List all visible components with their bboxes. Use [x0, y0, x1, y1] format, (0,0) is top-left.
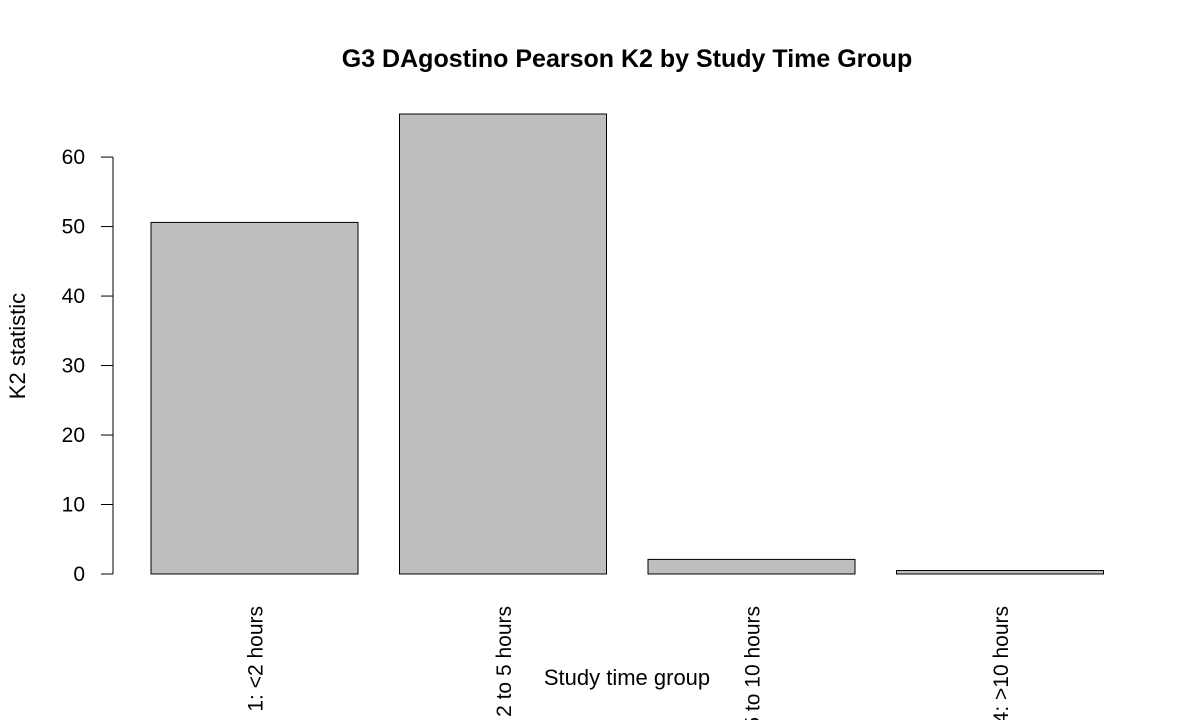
bar	[647, 558, 856, 575]
x-tick-label: 3: 5 to 10 hours	[742, 606, 765, 720]
y-tick-label: 0	[73, 563, 85, 586]
x-tick-label: 4: >10 hours	[990, 606, 1013, 720]
y-tick-label: 10	[62, 494, 85, 517]
chart-title: G3 DAgostino Pearson K2 by Study Time Gr…	[342, 45, 912, 73]
y-axis-title: K2 statistic	[5, 293, 30, 399]
x-tick-label: 2: 2 to 5 hours	[493, 606, 516, 720]
bar	[399, 113, 607, 575]
bar	[150, 221, 359, 575]
y-tick-label: 40	[62, 285, 85, 308]
y-axis: 0 10 20 30 40 50 60	[62, 146, 114, 586]
x-tick-label: 1: <2 hours	[245, 606, 268, 712]
x-axis-labels: 1: <2 hours 2: 2 to 5 hours 3: 5 to 10 hou…	[245, 606, 1014, 720]
bars	[150, 113, 1104, 575]
y-tick-label: 60	[62, 146, 85, 169]
y-tick-label: 30	[62, 355, 85, 378]
y-tick-label: 50	[62, 216, 85, 239]
bar	[896, 570, 1104, 575]
y-tick-label: 20	[62, 424, 85, 447]
x-axis-title: Study time group	[544, 665, 710, 690]
